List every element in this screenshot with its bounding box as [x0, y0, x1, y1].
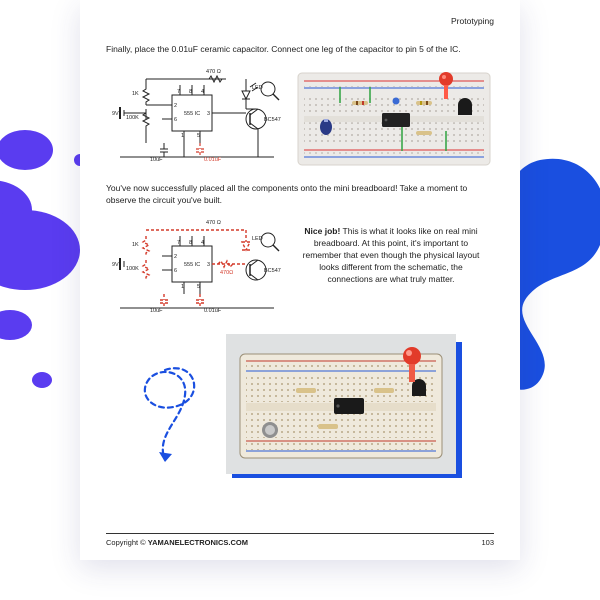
svg-text:1K: 1K	[132, 91, 139, 97]
schematic-diagram-2: 555 IC 7 8 4 1 5 2 6 3	[106, 212, 286, 324]
swirl-arrow-icon	[110, 350, 220, 470]
footer-page-number: 103	[481, 538, 494, 548]
svg-text:2: 2	[174, 254, 177, 260]
svg-text:8: 8	[189, 89, 192, 95]
section-header: Prototyping	[451, 16, 494, 27]
svg-text:10uF: 10uF	[150, 157, 163, 163]
paragraph-2: You've now successfully placed all the c…	[106, 183, 494, 206]
svg-text:0.01uF: 0.01uF	[204, 157, 222, 163]
svg-text:555 IC: 555 IC	[184, 262, 200, 268]
footer-brand: YAMANELECTRONICS.COM	[148, 538, 248, 547]
schematic-diagram-1: 555 IC 7 8 4 1 5 2 6 3 1K	[106, 61, 286, 173]
svg-text:4: 4	[201, 240, 204, 246]
breadboard-photo	[226, 334, 456, 474]
svg-text:470 Ω: 470 Ω	[206, 220, 221, 226]
breadboard-virtual	[296, 61, 492, 173]
svg-text:5: 5	[197, 133, 200, 139]
aside-bold: Nice job!	[304, 226, 340, 236]
svg-text:555 IC: 555 IC	[184, 111, 200, 117]
svg-text:8: 8	[189, 240, 192, 246]
svg-text:470 Ω: 470 Ω	[206, 69, 221, 75]
svg-text:BC547: BC547	[264, 117, 281, 123]
svg-text:0.01uF: 0.01uF	[204, 308, 222, 314]
svg-text:5: 5	[197, 284, 200, 290]
paragraph-1: Finally, place the 0.01uF ceramic capaci…	[106, 44, 494, 55]
svg-text:BC547: BC547	[264, 268, 281, 274]
svg-text:9V: 9V	[112, 111, 119, 117]
svg-text:1: 1	[181, 284, 184, 290]
svg-text:6: 6	[174, 117, 177, 123]
svg-text:7: 7	[177, 89, 180, 95]
svg-text:1K: 1K	[132, 242, 139, 248]
svg-text:3: 3	[207, 262, 210, 268]
svg-text:100K: 100K	[126, 266, 139, 272]
svg-text:100K: 100K	[126, 115, 139, 121]
aside-text: Nice job! This is what it looks like on …	[296, 212, 486, 285]
svg-text:10uF: 10uF	[150, 308, 163, 314]
svg-text:7: 7	[177, 240, 180, 246]
footer-copyright: Copyright © YAMANELECTRONICS.COM	[106, 538, 248, 548]
svg-text:9V: 9V	[112, 262, 119, 268]
svg-text:6: 6	[174, 268, 177, 274]
svg-text:1: 1	[181, 133, 184, 139]
svg-text:2: 2	[174, 103, 177, 109]
page-footer: Copyright © YAMANELECTRONICS.COM 103	[106, 533, 494, 548]
document-page: Prototyping Finally, place the 0.01uF ce…	[80, 0, 520, 560]
svg-text:4: 4	[201, 89, 204, 95]
svg-text:3: 3	[207, 111, 210, 117]
svg-text:470Ω: 470Ω	[220, 270, 233, 276]
